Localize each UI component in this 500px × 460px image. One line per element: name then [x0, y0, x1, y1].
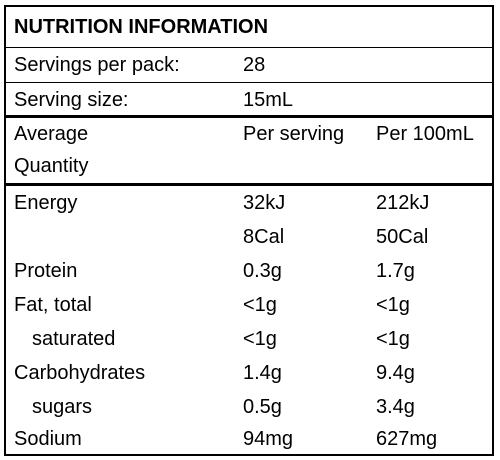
per-100ml-value: <1g — [376, 328, 410, 350]
header-per-serving: Per serving — [243, 123, 345, 145]
per-100ml-value: 9.4g — [376, 362, 415, 384]
per-serving-value: 0.5g — [243, 396, 282, 418]
nutrient-name: Carbohydrates — [14, 362, 146, 384]
panel-title: NUTRITION INFORMATION — [14, 16, 269, 38]
nutrient-name: sugars — [32, 396, 93, 418]
energy-row: Energy 32kJ 212kJ — [6, 186, 492, 220]
nutrient-name: Energy — [14, 192, 78, 214]
per-100ml-value: 212kJ — [376, 192, 430, 214]
thick-divider — [6, 115, 492, 118]
servings-row: Servings per pack: 28 — [6, 48, 492, 82]
per-100ml-value: <1g — [376, 294, 410, 316]
per-100ml-value: 627mg — [376, 428, 438, 450]
column-header-row: Average Per serving Per 100mL — [6, 117, 492, 151]
per-serving-value: 0.3g — [243, 260, 282, 282]
serving-size-label: Serving size: — [14, 89, 129, 111]
per-serving-value: 1.4g — [243, 362, 282, 384]
per-100ml-value: 1.7g — [376, 260, 415, 282]
per-100ml-value: 50Cal — [376, 226, 429, 248]
energy-cal-row: 8Cal 50Cal — [6, 220, 492, 254]
serving-size-value: 15mL — [243, 89, 294, 111]
thick-divider — [6, 183, 492, 186]
per-serving-value: <1g — [243, 328, 277, 350]
nutrient-name: saturated — [32, 328, 116, 350]
per-100ml-value: 3.4g — [376, 396, 415, 418]
header-quantity: Quantity — [14, 155, 89, 177]
nutrient-name: Protein — [14, 260, 78, 282]
protein-row: Protein 0.3g 1.7g — [6, 254, 492, 288]
title-row: NUTRITION INFORMATION — [6, 10, 492, 44]
serving-size-row: Serving size: 15mL — [6, 83, 492, 117]
nutrition-panel: NUTRITION INFORMATION Servings per pack:… — [4, 5, 494, 456]
nutrient-name: Fat, total — [14, 294, 92, 316]
divider — [6, 82, 492, 83]
header-per-100ml: Per 100mL — [376, 123, 474, 145]
servings-label: Servings per pack: — [14, 54, 180, 76]
per-serving-value: 32kJ — [243, 192, 286, 214]
servings-value: 28 — [243, 54, 266, 76]
column-header-row-2: Quantity — [6, 149, 492, 183]
carbohydrates-row: Carbohydrates 1.4g 9.4g — [6, 356, 492, 390]
divider — [6, 47, 492, 48]
sugars-row: sugars 0.5g 3.4g — [6, 390, 492, 424]
per-serving-value: 8Cal — [243, 226, 285, 248]
sodium-row: Sodium 94mg 627mg — [6, 422, 492, 456]
header-average: Average — [14, 123, 89, 145]
nutrient-name: Sodium — [14, 428, 82, 450]
per-serving-value: <1g — [243, 294, 277, 316]
per-serving-value: 94mg — [243, 428, 294, 450]
fat-total-row: Fat, total <1g <1g — [6, 288, 492, 322]
saturated-row: saturated <1g <1g — [6, 322, 492, 356]
